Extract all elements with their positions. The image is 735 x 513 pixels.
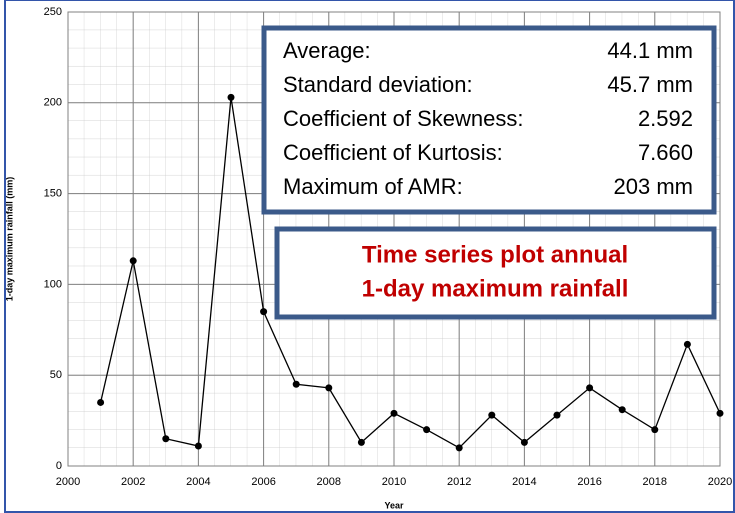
marker [683, 340, 691, 348]
marker [227, 93, 235, 101]
x-tick-label: 2020 [708, 476, 732, 488]
y-tick-label: 150 [44, 188, 62, 200]
chart-title: Time series plot annual [362, 241, 628, 268]
x-tick-label: 2016 [577, 476, 601, 488]
marker [488, 411, 496, 419]
marker [357, 438, 365, 446]
stat-value: 2.592 [638, 106, 693, 131]
marker [194, 442, 202, 450]
marker [651, 426, 659, 434]
x-tick-label: 2002 [121, 476, 145, 488]
plot-border [67, 11, 721, 467]
x-axis-label: Year [384, 500, 404, 510]
y-tick-label: 200 [44, 97, 62, 109]
marker [423, 426, 431, 434]
stats-box [261, 25, 717, 215]
marker [260, 308, 268, 316]
x-tick-label: 2010 [382, 476, 406, 488]
x-tick-label: 2000 [56, 476, 80, 488]
y-tick-label: 50 [50, 369, 62, 381]
y-axis-label: 1-day maximum rainfall (mm) [4, 177, 14, 302]
stat-label: Average: [283, 38, 371, 63]
stat-value: 45.7 mm [607, 72, 693, 97]
x-tick-label: 2008 [317, 476, 341, 488]
marker [97, 398, 105, 406]
x-tick-label: 2018 [643, 476, 667, 488]
marker [618, 406, 626, 414]
marker [553, 411, 561, 419]
stat-value: 7.660 [638, 140, 693, 165]
marker [520, 438, 528, 446]
stat-label: Standard deviation: [283, 72, 473, 97]
y-tick-label: 250 [44, 6, 62, 18]
line [99, 97, 721, 449]
y-tick-label: 0 [56, 460, 62, 472]
marker [325, 384, 333, 392]
x-tick-label: 2014 [512, 476, 536, 488]
stat-label: Coefficient of Skewness: [283, 106, 524, 131]
stat-value: 203 mm [614, 174, 693, 199]
marker [455, 444, 463, 452]
y-tick-label: 100 [44, 278, 62, 290]
x-tick-label: 2012 [447, 476, 471, 488]
x-tick-label: 2006 [251, 476, 275, 488]
stat-label: Coefficient of Kurtosis: [283, 140, 503, 165]
marker [586, 384, 594, 392]
x-tick-label: 2004 [186, 476, 210, 488]
stat-label: Maximum of AMR: [283, 174, 463, 199]
chart-title: 1-day maximum rainfall [362, 275, 629, 302]
marker [292, 380, 300, 388]
title-box [274, 226, 717, 320]
marker [162, 435, 170, 443]
marker [716, 409, 724, 417]
stat-value: 44.1 mm [607, 38, 693, 63]
marker [390, 409, 398, 417]
marker [129, 257, 137, 265]
